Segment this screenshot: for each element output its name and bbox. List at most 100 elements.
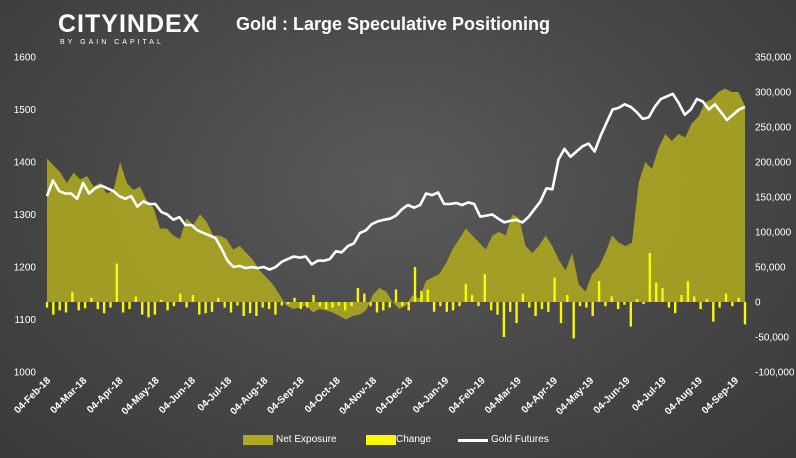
change-bar <box>705 299 709 302</box>
right-axis-tick-label: 100,000 <box>755 228 792 239</box>
logo-tagline: BY GAIN CAPITAL <box>60 39 164 46</box>
change-bar <box>737 297 740 302</box>
x-axis-tick-label: 04-May-19 <box>554 375 596 417</box>
change-bar <box>502 302 506 337</box>
left-axis-tick-label: 1100 <box>14 315 36 326</box>
change-bar <box>369 302 372 307</box>
legend-swatch-gold-futures <box>458 439 488 442</box>
x-axis-tick-label: 04-Nov-18 <box>337 375 379 417</box>
x-axis-tick-label: 04-Sep-19 <box>700 375 741 416</box>
change-bar <box>642 302 645 305</box>
change-bar <box>331 302 334 308</box>
change-bar <box>540 302 544 309</box>
change-bar <box>718 302 721 308</box>
change-bar <box>217 297 220 302</box>
left-axis-tick-label: 1500 <box>14 105 37 116</box>
change-bar <box>356 288 360 302</box>
x-axis-tick-label: 04-Jan-19 <box>411 375 452 416</box>
left-axis-tick-label: 1200 <box>14 263 37 274</box>
change-bar <box>680 295 683 302</box>
change-bar <box>58 302 61 311</box>
chart-title: Gold : Large Speculative Positioning <box>236 14 551 34</box>
change-bar <box>578 302 582 307</box>
change-bar <box>445 302 448 312</box>
x-axis-tick-label: 04-Jun-19 <box>592 375 633 416</box>
change-bar <box>401 302 404 307</box>
change-bar <box>344 302 347 311</box>
left-axis-tick-label: 1400 <box>14 158 37 169</box>
change-bar <box>382 302 385 311</box>
change-bar <box>64 302 68 313</box>
x-axis-ticks: 04-Feb-1804-Mar-1804-Apr-1804-May-1804-J… <box>12 375 741 417</box>
change-bar <box>388 302 391 308</box>
change-bar <box>204 302 207 314</box>
change-bar <box>198 302 201 315</box>
change-bars-layer <box>45 253 747 339</box>
change-bar <box>712 302 715 322</box>
change-bar <box>439 302 442 307</box>
right-axis-ticks: -100,000 -50,000 0 50,000 100,000 150,000 200,… <box>755 53 795 379</box>
change-bar <box>160 299 163 302</box>
change-bar <box>515 302 518 323</box>
change-bar <box>248 302 252 314</box>
change-bar <box>629 302 632 327</box>
x-axis-tick-label: 04-Dec-18 <box>374 375 415 416</box>
change-bar <box>306 302 309 308</box>
change-bar <box>655 282 658 302</box>
left-axis-tick-label: 1000 <box>14 368 37 379</box>
change-bar <box>483 274 486 302</box>
change-bar <box>420 290 423 302</box>
change-bar <box>496 302 499 315</box>
change-bar <box>128 302 131 309</box>
x-axis-tick-label: 04-May-18 <box>120 375 162 417</box>
change-bar <box>172 302 176 307</box>
change-bar <box>261 302 264 308</box>
change-bar <box>521 293 525 302</box>
change-bar <box>724 293 728 302</box>
change-bar <box>71 292 74 302</box>
right-axis-tick-label: 150,000 <box>755 193 792 204</box>
change-bar <box>45 302 49 308</box>
change-bar <box>616 302 620 309</box>
change-bar <box>432 302 436 312</box>
change-bar <box>648 253 651 302</box>
change-bar <box>667 302 671 308</box>
change-bar <box>255 302 258 316</box>
change-bar <box>413 267 417 302</box>
change-bar <box>115 263 118 302</box>
change-bar <box>458 302 461 307</box>
change-bar <box>236 302 239 306</box>
change-bar <box>553 277 556 302</box>
change-bar <box>674 302 677 314</box>
change-bar <box>267 302 271 309</box>
change-bar <box>572 302 575 339</box>
x-axis-tick-label: 04-Mar-18 <box>49 375 90 416</box>
left-axis-ticks: 1000 1100 1200 1300 1400 1500 1600 <box>14 53 37 379</box>
gold-futures-line-layer <box>45 92 746 271</box>
change-bar <box>635 299 639 302</box>
change-bar <box>286 302 290 305</box>
change-bar <box>223 302 226 308</box>
left-axis-tick-label: 1300 <box>14 210 37 221</box>
change-bar <box>280 302 283 306</box>
net-exposure-area-layer <box>47 88 745 320</box>
change-bar <box>83 302 87 309</box>
change-bar <box>470 295 474 302</box>
change-bar <box>509 302 512 312</box>
change-bar <box>210 302 214 312</box>
change-bar <box>166 302 169 311</box>
change-bar <box>318 302 322 307</box>
change-bar <box>623 302 626 305</box>
change-bar <box>597 281 601 302</box>
change-bar <box>534 302 537 316</box>
change-bar <box>134 296 137 302</box>
change-bar <box>109 302 112 308</box>
change-bar <box>610 296 613 302</box>
logo-city: CITY <box>58 10 119 38</box>
change-bar <box>191 295 195 302</box>
change-bar <box>591 302 594 316</box>
change-bar <box>528 302 531 308</box>
city-index-logo: CITYINDEX BY GAIN CAPITAL <box>58 10 199 46</box>
right-axis-tick-label: 300,000 <box>755 88 792 99</box>
